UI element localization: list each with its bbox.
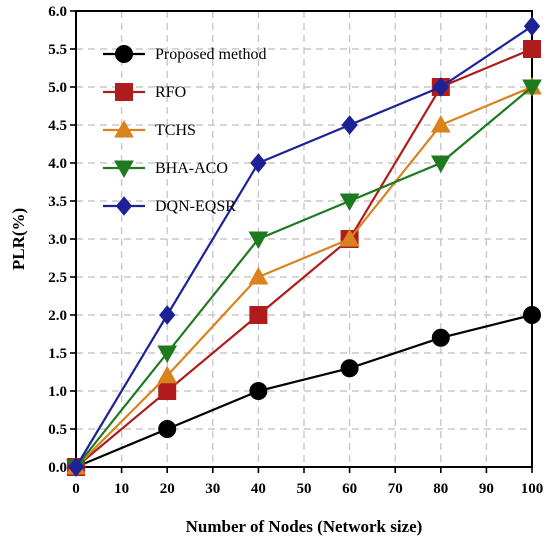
- data-point: [248, 266, 269, 285]
- series-layer: [66, 16, 542, 478]
- x-tick-label: 40: [251, 481, 266, 497]
- data-point: [430, 114, 451, 133]
- legend-item: RFO: [103, 83, 186, 101]
- data-point: [340, 359, 359, 378]
- x-tick-label: 80: [433, 481, 448, 497]
- legend-marker: [115, 83, 133, 101]
- series-line: [75, 313, 533, 469]
- series-line: [75, 47, 533, 468]
- y-tick-label: 6.0: [48, 4, 67, 20]
- y-tick-label: 0.0: [48, 460, 67, 476]
- y-tick-label: 5.5: [48, 42, 67, 58]
- y-tick-label: 1.5: [48, 346, 67, 362]
- y-tick-label: 2.0: [48, 308, 67, 324]
- x-tick-label: 60: [342, 481, 357, 497]
- legend-item: Proposed method: [103, 45, 267, 63]
- data-point: [523, 306, 541, 324]
- data-point: [67, 457, 85, 477]
- legend-item: TCHS: [103, 119, 196, 139]
- data-point: [157, 365, 178, 384]
- legend-label: DQN-EQSR: [155, 198, 236, 215]
- data-point: [249, 382, 268, 400]
- legend-marker: [115, 45, 133, 63]
- legend-marker: [114, 160, 134, 179]
- data-point: [523, 40, 541, 58]
- y-axis-title: PLR(%): [9, 208, 28, 270]
- legend-label: Proposed method: [155, 46, 267, 63]
- data-point: [158, 420, 177, 438]
- axis-ticks: 0 10 20 30 40 50 60 70 80 90 100 0.0 0.5 1.0 1.5 2.0 2.5…: [48, 4, 543, 497]
- x-tick-label: 100: [521, 481, 544, 497]
- data-point: [341, 115, 358, 135]
- y-tick-label: 0.5: [48, 422, 67, 438]
- y-tick-label: 5.0: [48, 80, 67, 96]
- data-point: [158, 382, 177, 400]
- data-point: [523, 16, 541, 36]
- legend-marker: [114, 119, 134, 138]
- data-point: [339, 228, 360, 247]
- legend: Proposed method RFO TCHS BHA-ACO DQN-EQSR: [103, 45, 267, 216]
- legend-item: BHA-ACO: [103, 160, 228, 179]
- x-tick-label: 90: [479, 481, 494, 497]
- y-tick-label: 3.5: [48, 194, 67, 210]
- data-point: [159, 305, 176, 325]
- data-point: [249, 306, 268, 324]
- series-line: [75, 85, 533, 468]
- legend-marker: [115, 196, 133, 216]
- series-dqn-eqsr: [67, 16, 541, 477]
- legend-label: BHA-ACO: [155, 160, 228, 177]
- legend-label: RFO: [155, 84, 186, 101]
- data-point: [157, 345, 178, 364]
- data-point: [339, 193, 360, 212]
- data-point: [432, 77, 449, 97]
- y-tick-label: 4.5: [48, 118, 67, 134]
- series-tchs: [66, 76, 542, 475]
- y-tick-label: 3.0: [48, 232, 67, 248]
- x-tick-label: 10: [114, 481, 129, 497]
- y-tick-label: 2.5: [48, 270, 67, 286]
- legend-label: TCHS: [155, 122, 196, 139]
- y-tick-label: 1.0: [48, 384, 67, 400]
- series-line: [75, 25, 533, 468]
- data-point: [522, 79, 542, 98]
- x-tick-label: 30: [205, 481, 220, 497]
- x-axis-title: Number of Nodes (Network size): [186, 517, 423, 536]
- x-tick-label: 50: [297, 481, 312, 497]
- data-point: [250, 153, 267, 173]
- x-tick-label: 70: [388, 481, 403, 497]
- data-point: [248, 231, 269, 250]
- series-line: [75, 86, 533, 468]
- data-point: [431, 328, 450, 347]
- legend-item: DQN-EQSR: [103, 196, 236, 216]
- x-tick-label: 20: [160, 481, 175, 497]
- y-tick-label: 4.0: [48, 156, 67, 172]
- x-tick-label: 0: [72, 481, 80, 497]
- data-point: [430, 155, 451, 174]
